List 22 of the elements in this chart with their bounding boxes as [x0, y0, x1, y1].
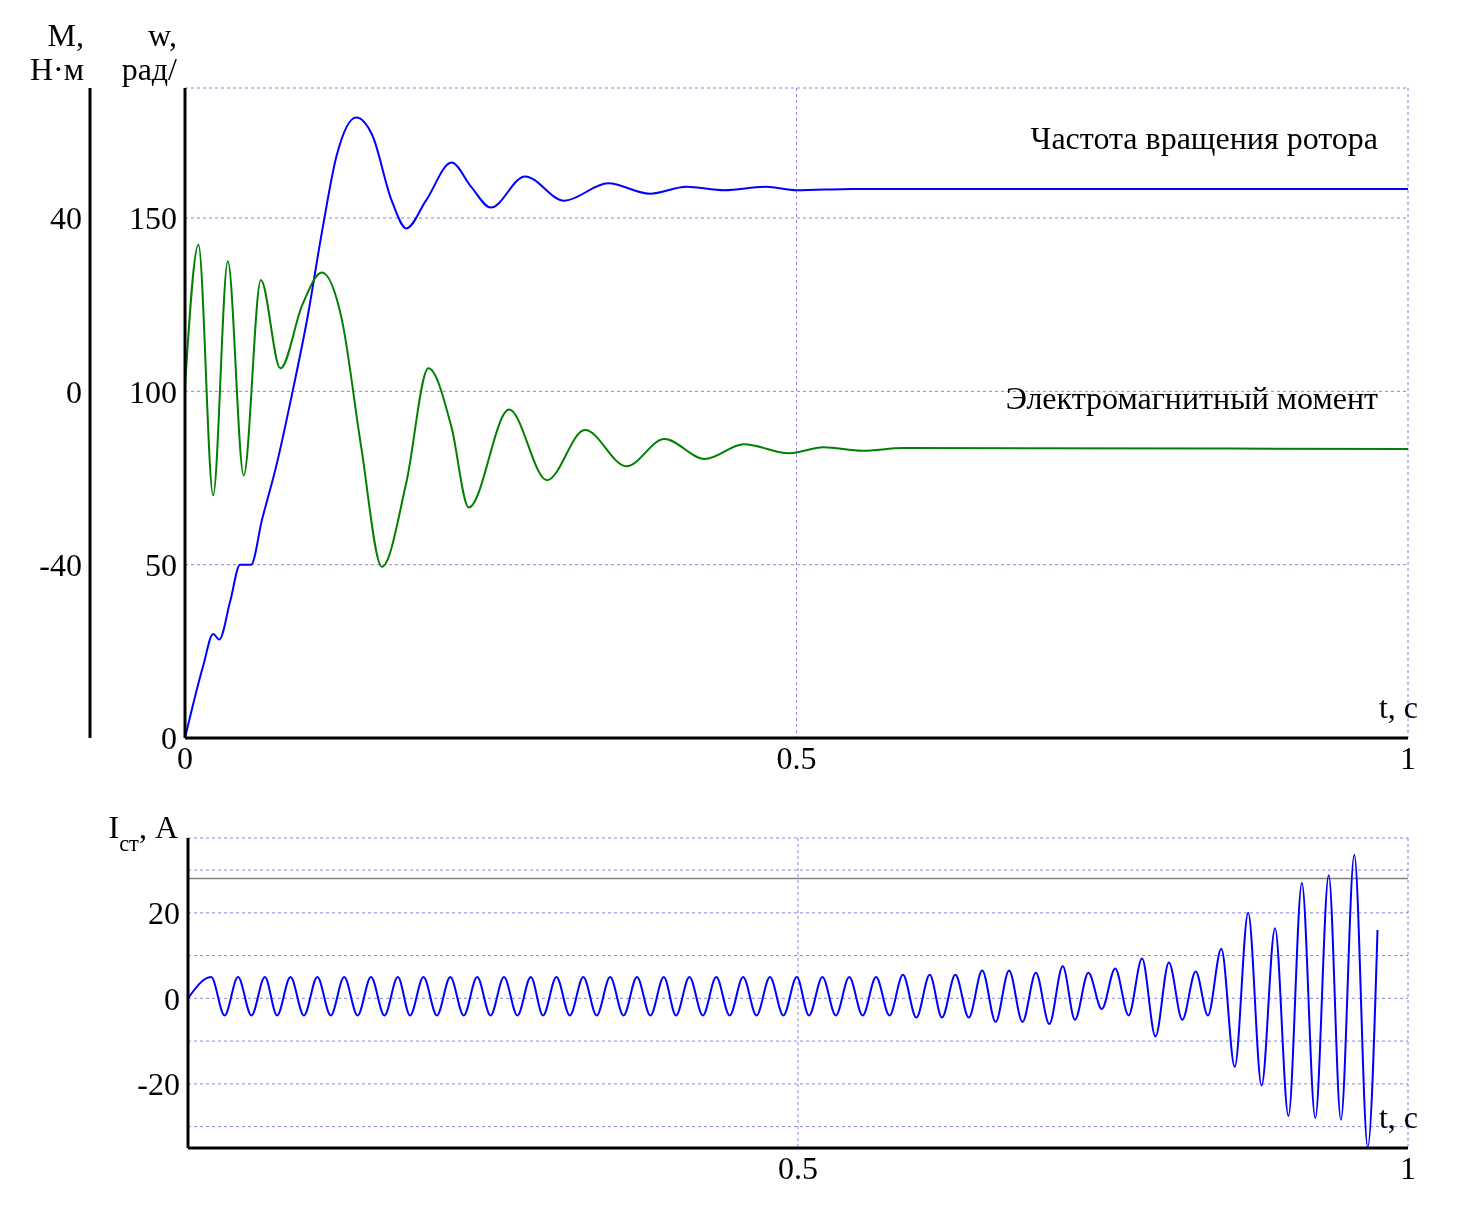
x-tick-label: 0.5 [776, 739, 817, 776]
series-label: Электромагнитный момент [1005, 379, 1379, 416]
line-series [188, 853, 1379, 1148]
y-axis-title: w, рад/ [121, 17, 178, 87]
y2-tick-label: 40 [50, 200, 82, 237]
y-tick-label: 100 [129, 373, 177, 410]
line-series [185, 243, 1408, 568]
x-tick-label: 0.5 [778, 1149, 818, 1186]
y2-axis-title: M, Н·м [29, 17, 84, 87]
y2-tick-label: 0 [66, 373, 82, 410]
y-tick-label: 150 [129, 200, 177, 237]
y2-tick-label: -40 [39, 547, 82, 584]
x-tick-label: 1 [1400, 1149, 1416, 1186]
x-axis-title: t, с [1378, 1099, 1418, 1135]
x-tick-label: 1 [1400, 739, 1416, 776]
y-axis-title: I$_{ст}$, A [108, 809, 178, 856]
y-tick-label: 50 [145, 547, 177, 584]
y-tick-label: 0 [164, 980, 180, 1017]
y-tick-label: -20 [137, 1066, 180, 1103]
y-tick-label: 20 [148, 895, 180, 932]
x-axis-title: t, с [1378, 689, 1418, 725]
series-label: Частота вращения ротора [1030, 119, 1378, 156]
